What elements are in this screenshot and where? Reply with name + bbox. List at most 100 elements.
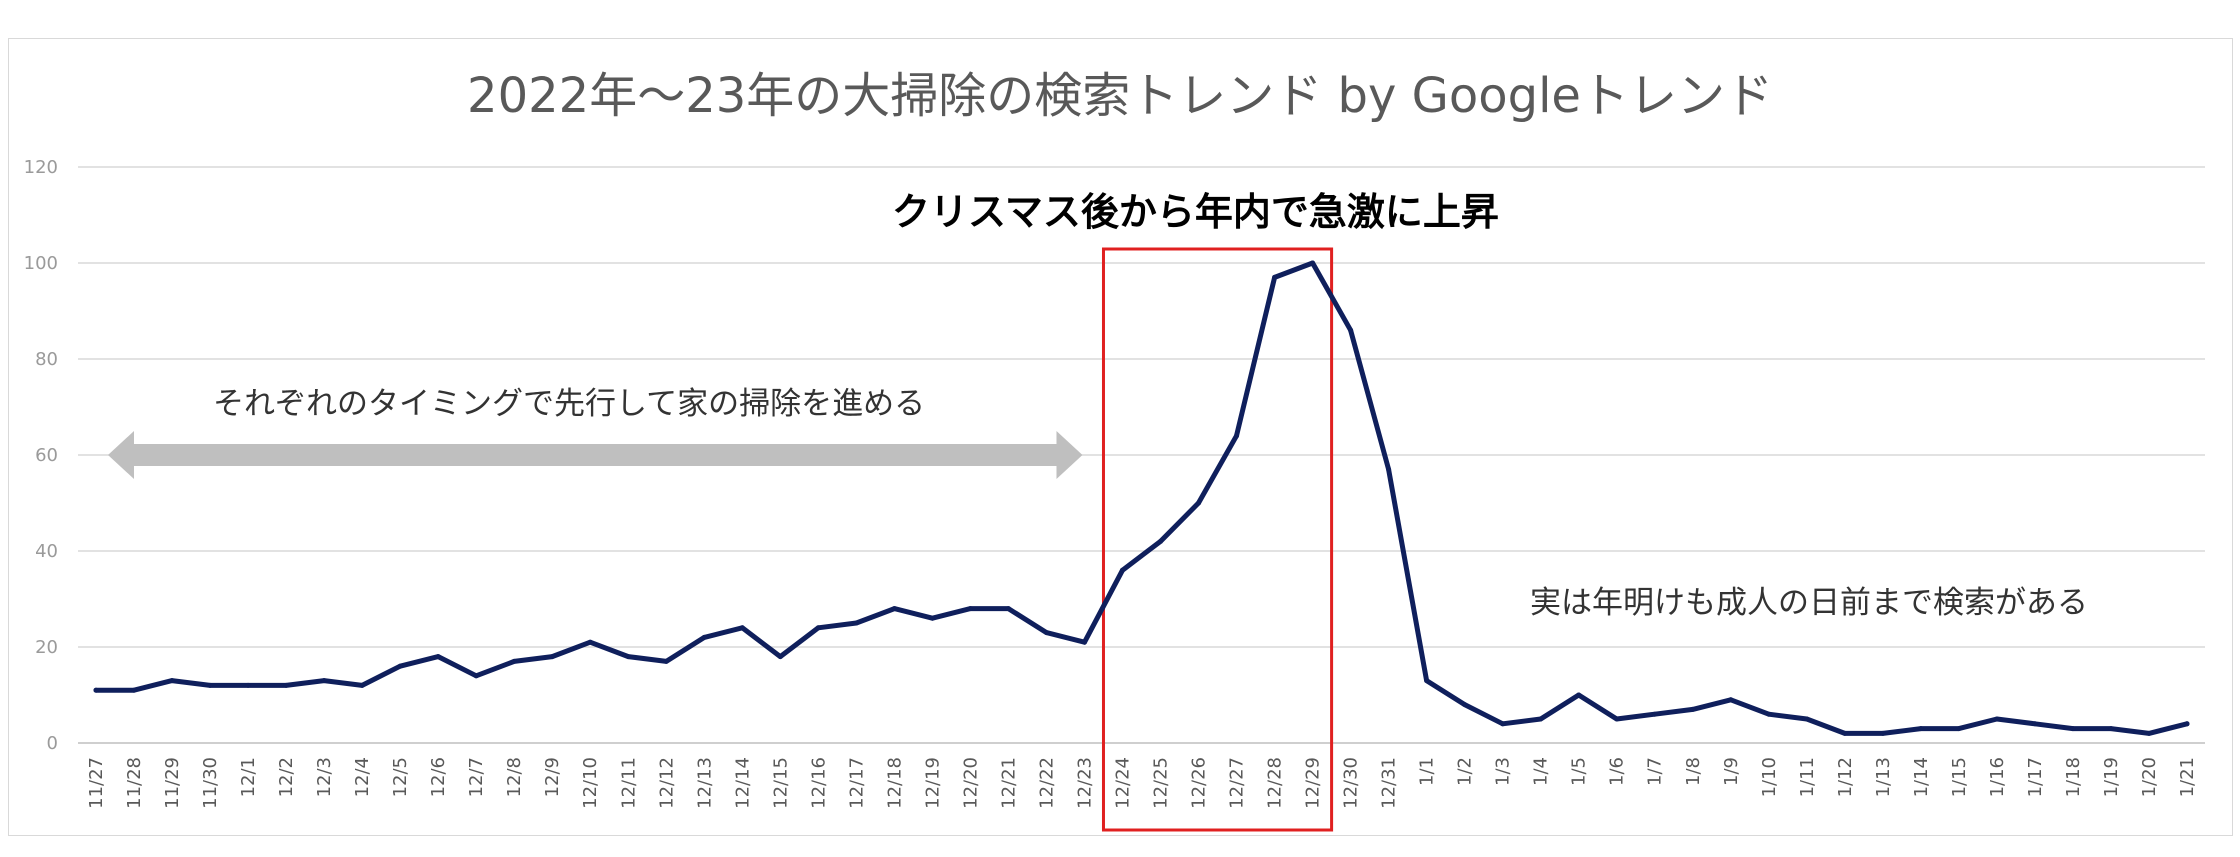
x-tick-label: 1/5 [1569,757,1590,786]
x-tick-label: 12/16 [808,757,829,809]
x-tick-label: 11/29 [162,757,183,809]
data-point [1310,260,1316,266]
y-tick-label: 20 [35,637,58,658]
data-point [1005,606,1011,612]
x-tick-label: 12/18 [884,757,905,809]
x-tick-label: 1/21 [2177,757,2198,797]
y-tick-label: 0 [47,733,58,754]
data-point [1918,726,1924,732]
annotation-highlight: クリスマス後から年内で急激に上昇 [892,190,1499,234]
data-point [169,678,175,684]
x-tick-label: 12/10 [580,757,601,809]
data-point [625,654,631,660]
x-tick-label: 1/9 [1721,757,1742,786]
data-point [1272,274,1278,280]
x-tick-label: 1/7 [1645,757,1666,786]
data-point [1576,692,1582,698]
data-point [1043,630,1049,636]
x-tick-label: 1/20 [2139,757,2160,797]
data-point [1196,500,1202,506]
data-point [1500,721,1506,727]
x-tick-label: 1/1 [1417,757,1438,786]
x-tick-label: 12/26 [1189,757,1210,809]
x-tick-label: 12/31 [1379,757,1400,809]
x-tick-label: 12/12 [656,757,677,809]
x-tick-label: 11/30 [200,757,221,809]
y-tick-label: 40 [35,541,58,562]
x-tick-label: 1/19 [2101,757,2122,797]
x-tick-label: 11/27 [86,757,107,809]
x-tick-label: 12/15 [770,757,791,809]
x-tick-label: 1/12 [1835,757,1856,797]
x-tick-label: 12/6 [428,757,449,797]
data-point [587,639,593,645]
annotation-left: それぞれのタイミングで先行して家の掃除を進める [213,386,925,422]
data-point [2184,721,2190,727]
annotation-right: 実は年明けも成人の日前まで検索がある [1530,585,2088,621]
gridlines [78,166,2205,744]
series-line-0 [93,260,2190,736]
y-axis-ticks: 0 20 40 60 80 100 120 [24,157,58,754]
x-tick-label: 12/14 [732,757,753,809]
data-point [663,658,669,664]
data-point [207,682,213,688]
y-tick-label: 120 [24,157,58,178]
data-point [701,634,707,640]
x-tick-label: 1/16 [1987,757,2008,797]
x-tick-label: 1/18 [2063,757,2084,797]
data-point [1386,466,1392,472]
data-point [1994,716,2000,722]
x-tick-label: 1/4 [1531,757,1552,786]
data-point [359,682,365,688]
x-tick-label: 1/11 [1797,757,1818,797]
data-point [1956,726,1962,732]
data-point [1462,702,1468,708]
data-point [549,654,555,660]
x-tick-label: 12/27 [1227,757,1248,809]
data-point [1614,716,1620,722]
data-point [1880,730,1886,736]
data-point [777,654,783,660]
data-point [1690,706,1696,712]
x-tick-label: 12/9 [542,757,563,797]
x-tick-label: 12/11 [618,757,639,809]
data-point [967,606,973,612]
y-tick-label: 80 [35,349,58,370]
x-tick-label: 12/4 [352,757,373,797]
data-point [1766,711,1772,717]
x-tick-label: 12/3 [314,757,335,797]
range-arrow [108,431,1083,479]
data-point [739,625,745,631]
data-point [1424,678,1430,684]
x-tick-label: 1/15 [1949,757,1970,797]
x-tick-label: 1/14 [1911,757,1932,797]
data-point [1652,711,1658,717]
x-tick-label: 12/13 [694,757,715,809]
series-lines [93,260,2190,736]
x-tick-label: 1/10 [1759,757,1780,797]
data-point [1234,433,1240,439]
data-point [1081,639,1087,645]
data-point [511,658,517,664]
highlight-box [1101,247,1334,832]
x-tick-label: 12/22 [1036,757,1057,809]
data-point [815,625,821,631]
double-arrow [108,431,1083,479]
x-tick-label: 12/8 [504,757,525,797]
x-tick-label: 1/17 [2025,757,2046,797]
data-point [2108,726,2114,732]
x-tick-label: 11/28 [124,757,145,809]
x-tick-label: 1/3 [1493,757,1514,786]
data-point [1348,327,1354,333]
data-point [245,682,251,688]
x-tick-label: 12/24 [1112,757,1133,809]
x-tick-label: 12/1 [238,757,259,797]
chart-frame [8,38,2233,836]
data-point [2146,730,2152,736]
data-point [1119,567,1125,573]
x-tick-label: 12/20 [960,757,981,809]
x-tick-label: 12/21 [998,757,1019,809]
data-point [397,663,403,669]
chart-title: 2022年〜23年の大掃除の検索トレンド by Googleトレンド [467,68,1773,124]
